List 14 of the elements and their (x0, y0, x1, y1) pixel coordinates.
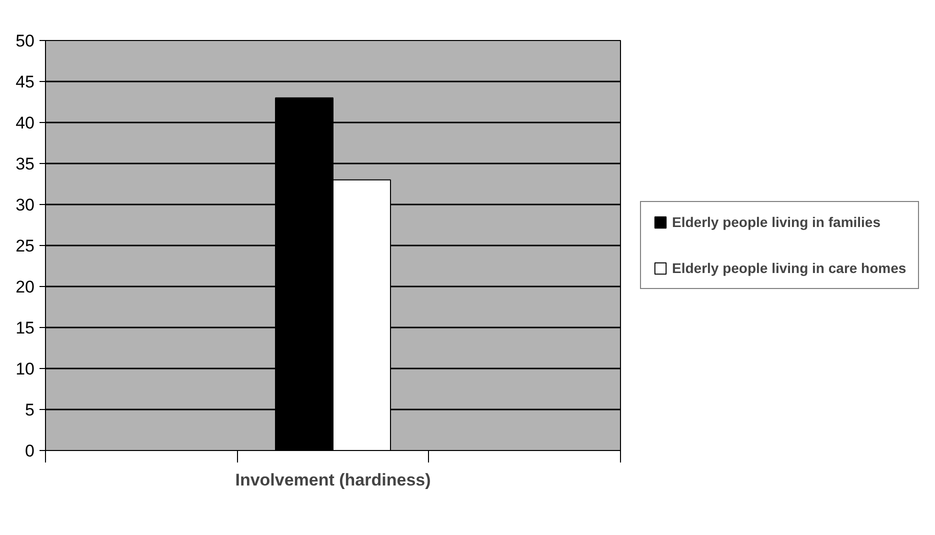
y-tick-label: 10 (16, 360, 35, 378)
y-tick-label: 25 (16, 236, 35, 256)
y-tick-label: 30 (16, 196, 35, 214)
legend-label: Elderly people living in families (672, 214, 881, 230)
y-tick-label: 20 (16, 278, 35, 296)
y-tick-label: 45 (16, 72, 35, 92)
y-tick-label: 35 (16, 154, 35, 174)
y-tick-label: 5 (25, 400, 35, 420)
y-tick-label: 40 (16, 114, 35, 132)
y-tick-label: 15 (16, 318, 35, 338)
legend-label: Elderly people living in care homes (672, 260, 906, 276)
y-tick-label: 50 (16, 32, 35, 50)
y-tick-label: 0 (25, 442, 35, 460)
x-tick-label: Involvement (hardiness) (235, 470, 431, 490)
